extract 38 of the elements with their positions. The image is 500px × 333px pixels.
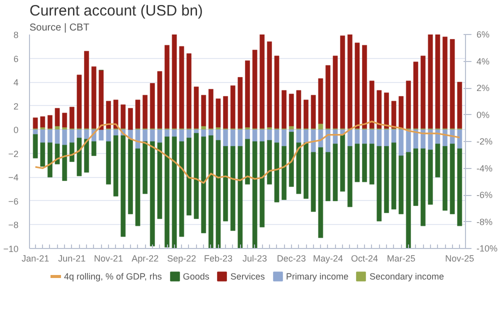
x-tick-label: Nov-25 <box>445 254 474 264</box>
y2-tick-label: 2% <box>476 83 490 93</box>
x-tick-label: Apr-22 <box>132 254 159 264</box>
x-tick-label: Dec-23 <box>276 254 306 264</box>
legend-label: Goods <box>182 270 210 282</box>
y-tick-label: −8 <box>8 220 19 230</box>
chart-subtitle: Source | CBT <box>30 22 90 34</box>
y2-tick-label: 6% <box>476 30 490 40</box>
legend-label: Primary income <box>286 270 348 282</box>
y-tick-label: −4 <box>8 172 19 183</box>
chart-title: Current account (USD bn) <box>30 2 203 20</box>
y-tick-label: 4 <box>13 78 19 88</box>
x-tick-label: Jan-21 <box>22 254 50 264</box>
y-tick-label: 8 <box>13 30 19 40</box>
y-tick-label: 2 <box>13 101 19 112</box>
legend-label: Services <box>230 270 265 282</box>
y2-tick-label: -2% <box>476 136 493 146</box>
y-tick-label: 6 <box>13 54 19 64</box>
y2-tick-label: -8% <box>476 216 493 227</box>
y2-tick-label: 0% <box>476 110 490 120</box>
y-tick-label: −2 <box>8 148 19 159</box>
x-tick-label: Jul-23 <box>242 254 268 264</box>
y-tick-label: −6 <box>8 196 19 206</box>
y2-tick-label: -10% <box>476 244 498 254</box>
legend-label: 4q rolling, % of GDP, rhs <box>64 270 162 282</box>
x-tick-label: Jun-21 <box>58 254 86 264</box>
y2-tick-label: 4% <box>476 56 490 66</box>
x-tick-label: May-24 <box>312 254 343 264</box>
legend-label: Secondary income <box>369 270 444 282</box>
y2-tick-label: -4% <box>476 163 493 174</box>
y2-tick-label: -6% <box>476 190 493 200</box>
x-tick-label: Oct-24 <box>351 254 378 264</box>
x-tick-label: Mar-25 <box>386 254 416 264</box>
x-tick-label: Sep-22 <box>167 254 196 264</box>
y-tick-label: −10 <box>3 244 19 254</box>
y-tick-label: 0 <box>13 125 19 136</box>
x-tick-label: Nov-21 <box>94 254 124 264</box>
x-tick-label: Feb-23 <box>204 254 233 264</box>
